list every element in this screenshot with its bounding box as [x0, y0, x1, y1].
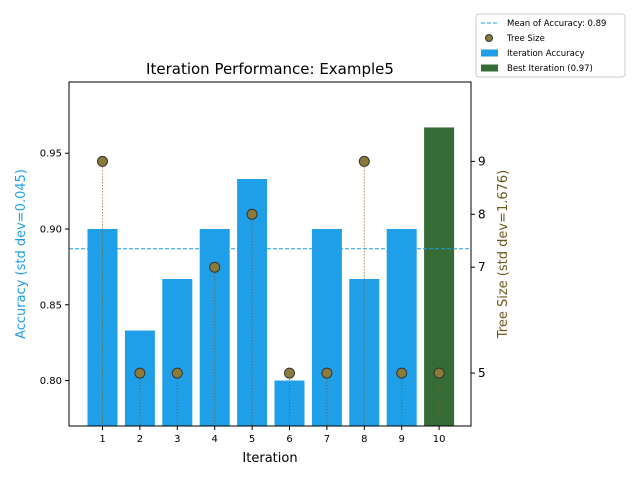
y-left-tick-label: 0.95 — [40, 149, 62, 160]
accuracy-bar — [311, 228, 342, 426]
plot-area: 1 2 3 4 5 6 7 8 9 10 0.80 0.85 0.90 0.95 5 7 8 9 — [40, 81, 486, 445]
x-tick-label: 8 — [361, 434, 367, 445]
legend-label: Tree Size — [506, 34, 545, 44]
plot-frame — [68, 81, 472, 427]
tree-size-marker — [171, 367, 183, 379]
legend-box — [475, 13, 626, 78]
x-tick-label: 3 — [174, 434, 180, 445]
tree-size-marker — [97, 155, 108, 167]
x-tick-label: 2 — [137, 434, 143, 445]
tree-size-marker — [358, 155, 370, 167]
legend: Mean of Accuracy: 0.89 Tree Size Iteration… — [475, 13, 626, 78]
accuracy-bar — [349, 279, 380, 426]
legend-label: Best Iteration (0.97) — [507, 64, 593, 74]
x-tick-label: 5 — [249, 434, 255, 445]
accuracy-bar — [386, 228, 417, 426]
legend-label: Mean of Accuracy: 0.89 — [507, 19, 606, 29]
y-left-tick-label: 0.90 — [40, 224, 62, 235]
x-axis-label: Iteration — [242, 451, 297, 466]
accuracy-bar — [87, 228, 118, 426]
legend-swatch-bar — [481, 64, 498, 72]
legend-label: Iteration Accuracy — [507, 49, 585, 59]
x-tick-label: 4 — [212, 434, 218, 445]
tree-size-marker — [134, 367, 146, 379]
legend-swatch-bar — [481, 49, 498, 57]
legend-swatch-tree-size — [485, 34, 493, 42]
best-iteration-bar — [424, 127, 455, 426]
y-axis-left-label: Accuracy (std dev=0.045) — [14, 169, 29, 339]
y-right-tick-label: 9 — [478, 154, 486, 168]
x-tick-label: 6 — [286, 434, 292, 445]
y-axis-right-label: Tree Size (std dev=1.676) — [496, 170, 511, 340]
y-left-tick-label: 0.80 — [40, 376, 62, 387]
tree-size-marker — [284, 367, 295, 379]
tree-size-marker — [209, 261, 221, 273]
y-right-tick-label: 5 — [478, 366, 486, 380]
x-tick-label: 10 — [433, 434, 446, 445]
tree-size-marker — [433, 367, 445, 379]
y-right-tick-label: 8 — [478, 207, 486, 221]
tree-size-marker — [321, 367, 333, 379]
accuracy-bar — [237, 178, 268, 426]
accuracy-bar — [162, 279, 193, 426]
x-tick-label: 7 — [324, 434, 330, 445]
y-right-tick-label: 7 — [478, 260, 486, 274]
x-tick-label: 9 — [399, 434, 405, 445]
tree-size-marker — [396, 367, 408, 379]
x-tick-label: 1 — [99, 434, 105, 445]
chart-title: Iteration Performance: Example5 — [146, 60, 394, 78]
tree-size-marker — [246, 208, 258, 220]
y-left-tick-label: 0.85 — [40, 300, 62, 311]
